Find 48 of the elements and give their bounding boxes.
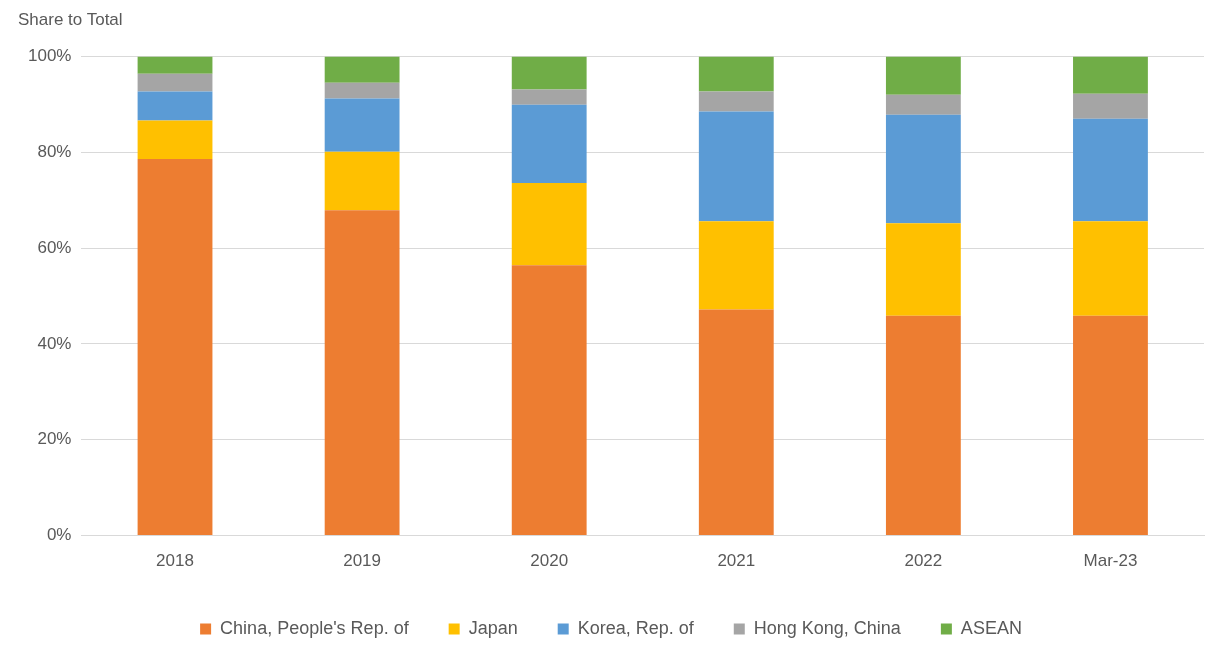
bar [1073, 93, 1148, 119]
bar [698, 309, 774, 536]
y-tick-label: 60% [37, 237, 72, 257]
bar [137, 73, 213, 92]
bar [324, 151, 400, 211]
bar [324, 98, 400, 152]
bar [511, 56, 587, 90]
legend-label: Hong Kong, China [753, 617, 902, 638]
bar [137, 158, 213, 536]
bar [885, 223, 961, 316]
bar [137, 120, 213, 159]
x-tick-label: 2022 [904, 551, 943, 571]
y-tick-label: 20% [37, 429, 72, 449]
bar [885, 94, 961, 115]
bar [137, 91, 213, 121]
x-tick-label: 2019 [343, 551, 382, 571]
y-tick-label: 0% [46, 525, 72, 545]
bar [137, 56, 213, 74]
bar [698, 221, 774, 310]
legend-label: ASEAN [960, 617, 1022, 638]
bar [1073, 221, 1148, 316]
y-axis-title: Share to Total [18, 9, 123, 29]
bar [324, 210, 400, 536]
bar [511, 182, 587, 266]
bar [698, 111, 774, 222]
bar [1073, 315, 1148, 536]
x-tick-label: Mar-23 [1083, 551, 1138, 571]
y-tick-label: 80% [37, 141, 72, 161]
x-tick-label: 2018 [156, 551, 194, 571]
bar [1073, 56, 1148, 94]
bar [324, 82, 400, 99]
bar [511, 89, 587, 105]
legend-label: Korea, Rep. of [577, 617, 695, 638]
y-tick-label: 100% [28, 46, 72, 66]
y-tick-label: 40% [37, 333, 72, 353]
bar [511, 265, 587, 536]
legend-label: China, People's Rep. of [220, 617, 410, 638]
bar [511, 104, 587, 183]
bar [1073, 118, 1148, 222]
bar [324, 56, 400, 83]
bar [698, 56, 774, 92]
bar [885, 315, 961, 536]
legend-label: Japan [468, 617, 518, 638]
x-tick-label: 2020 [530, 551, 569, 571]
bar [885, 56, 961, 95]
bar [885, 114, 961, 224]
bar [698, 91, 774, 112]
x-tick-label: 2021 [717, 551, 756, 571]
